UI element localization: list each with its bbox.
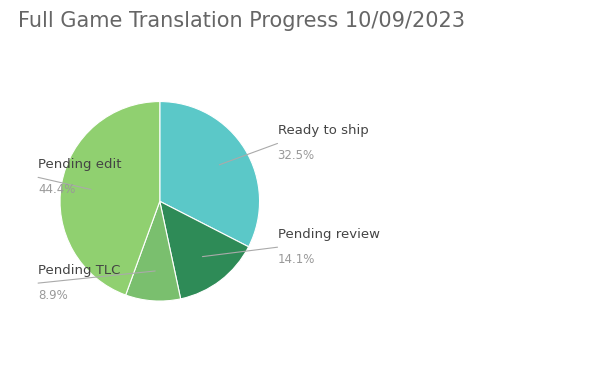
Text: 44.4%: 44.4% [38,183,75,196]
Text: 32.5%: 32.5% [278,149,315,163]
Wedge shape [126,201,181,301]
Text: Pending review: Pending review [278,228,379,241]
Text: 14.1%: 14.1% [278,253,315,266]
Wedge shape [60,101,160,295]
Text: Ready to ship: Ready to ship [278,124,368,138]
Wedge shape [160,201,249,299]
Text: Pending TLC: Pending TLC [38,264,120,277]
Text: Pending edit: Pending edit [38,158,122,171]
Wedge shape [160,101,259,247]
Text: 8.9%: 8.9% [38,289,68,302]
Text: Full Game Translation Progress 10/09/2023: Full Game Translation Progress 10/09/202… [18,11,465,31]
